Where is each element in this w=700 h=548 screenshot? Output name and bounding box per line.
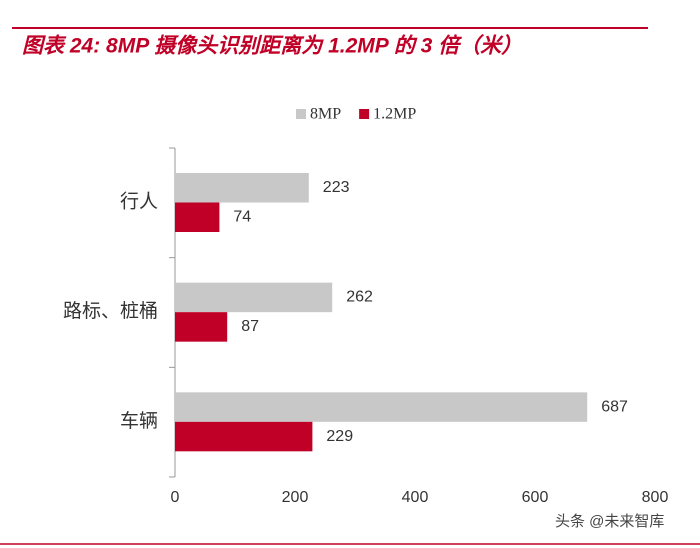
chart-title: 图表 24: 8MP 摄像头识别距离为 1.2MP 的 3 倍（米）: [22, 34, 522, 58]
bar: [175, 282, 333, 313]
bar: [175, 392, 588, 422]
bar: [175, 173, 309, 203]
watermark: 头条 @未来智库: [555, 512, 664, 530]
bar: [175, 312, 228, 342]
category-label: 车辆: [120, 410, 158, 432]
value-label: 87: [241, 318, 259, 335]
x-tick-label: 400: [402, 489, 429, 506]
x-tick-label: 600: [522, 489, 549, 506]
bar: [175, 421, 313, 452]
x-tick-label: 200: [282, 489, 309, 506]
legend-swatch: [359, 109, 370, 119]
value-label: 74: [233, 208, 251, 225]
legend-label: 1.2MP: [373, 106, 416, 123]
x-tick-label: 800: [642, 489, 669, 506]
legend-label: 8MP: [310, 106, 341, 123]
bar: [175, 202, 220, 232]
category-label: 行人: [120, 191, 158, 213]
value-label: 262: [346, 289, 373, 306]
value-label: 223: [323, 179, 350, 196]
value-label: 687: [601, 398, 628, 415]
legend-swatch: [296, 109, 306, 119]
category-label: 路标、桩桶: [63, 300, 158, 322]
value-label: 229: [326, 428, 353, 445]
x-tick-label: 0: [171, 489, 180, 506]
